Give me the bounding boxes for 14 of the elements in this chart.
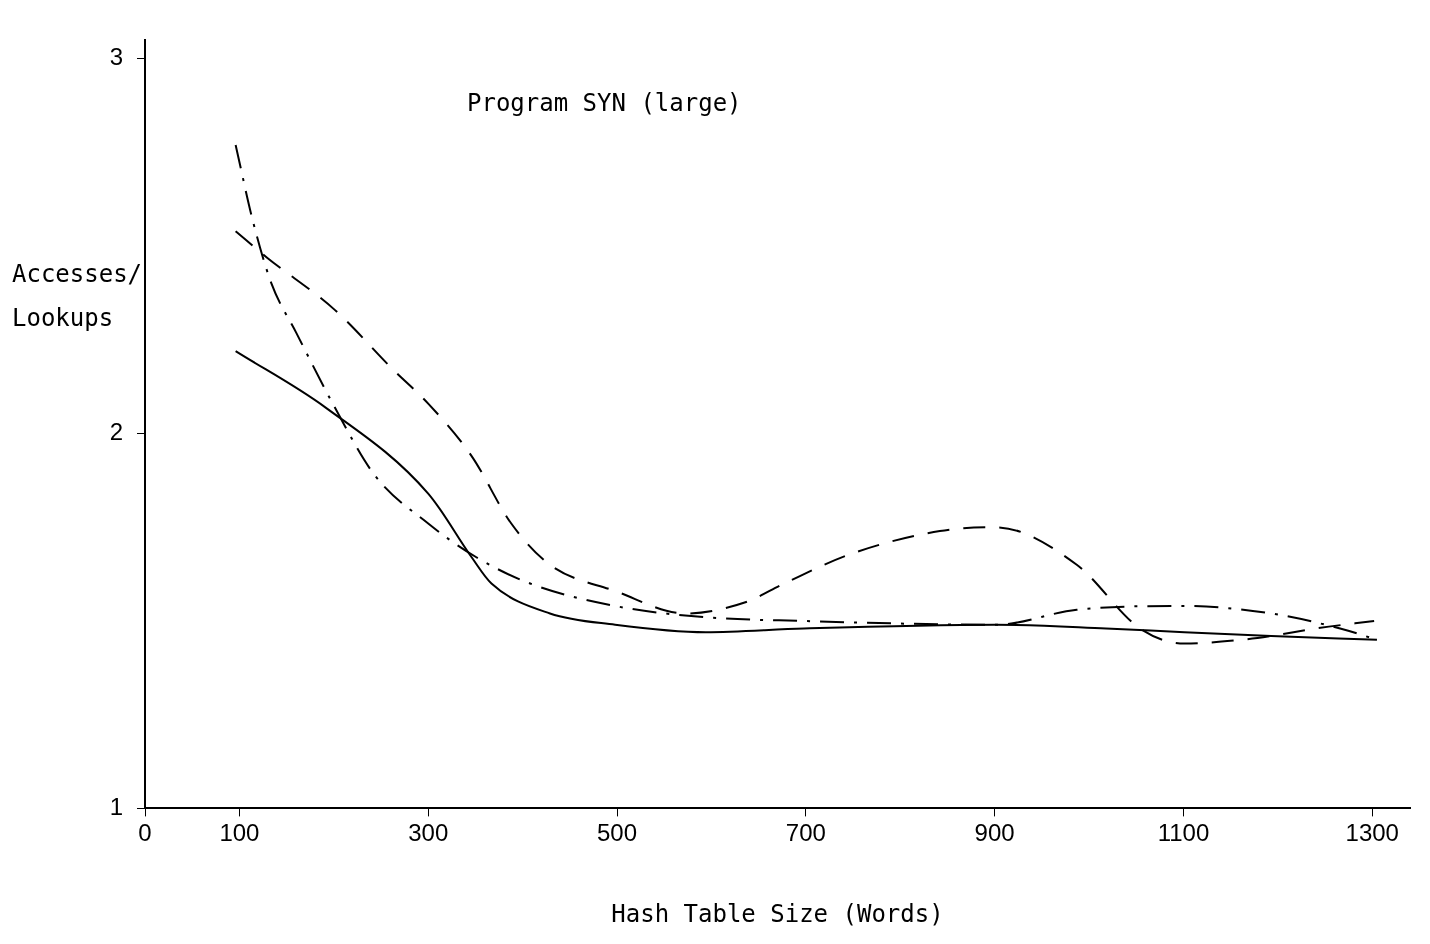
text: Program SYN (large) (467, 89, 742, 118)
y-axis-title: Accesses/Lookups (12, 259, 144, 334)
x-tick-label: 1100 (1157, 819, 1210, 847)
x-tick-label: 100 (219, 819, 260, 847)
x-tick-label: 900 (974, 819, 1015, 847)
x-tick-label: 500 (596, 819, 638, 847)
x-axis-title: Hash Table Size (Words) (611, 899, 944, 928)
y-tick-label: 2 (109, 418, 123, 446)
x-tick-label: 0 (138, 819, 152, 847)
x-tick-label: 700 (785, 819, 826, 847)
x-tick-label: 300 (408, 819, 449, 847)
x-tick-label: 1300 (1345, 819, 1399, 847)
y-tick-label: 3 (109, 43, 123, 71)
y-tick-label: 1 (109, 793, 123, 821)
